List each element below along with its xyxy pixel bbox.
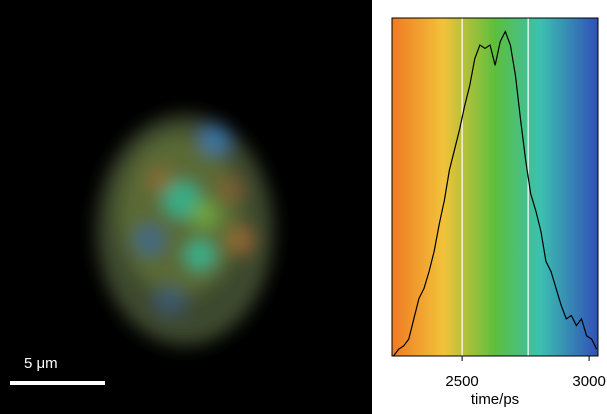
x-tick-label: 2500 <box>445 373 478 390</box>
cell <box>97 115 273 345</box>
data-line <box>393 30 598 357</box>
x-axis-label: time/ps <box>471 391 519 408</box>
plot-frame <box>391 17 599 357</box>
plot-background <box>392 18 598 356</box>
scale-bar-label: 5 μm <box>24 355 58 372</box>
x-tick-label: 3000 <box>572 373 605 390</box>
